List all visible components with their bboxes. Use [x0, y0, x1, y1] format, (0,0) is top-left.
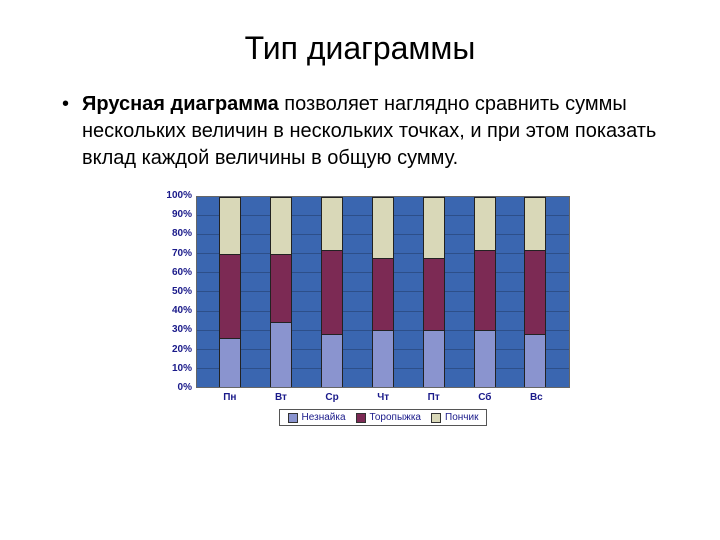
x-label: Пн: [223, 392, 236, 403]
chart-body: 100%90%80%70%60%50%40%30%20%10%0%: [150, 196, 570, 388]
bar-segment: [220, 254, 240, 338]
legend: Незнайка Торопыжка Пончик: [196, 409, 570, 426]
legend-item: Пончик: [431, 412, 478, 423]
bar-segment: [322, 334, 342, 387]
bar-segment: [475, 330, 495, 387]
slide: Тип диаграммы Ярусная диаграмма позволяе…: [0, 0, 720, 540]
x-label: Ср: [325, 392, 338, 403]
bar-segment: [271, 197, 291, 254]
stacked-bar-chart: 100%90%80%70%60%50%40%30%20%10%0% Пн Вт Ср…: [150, 196, 570, 426]
bar: [474, 197, 496, 387]
bar: [270, 197, 292, 387]
legend-label: Пончик: [445, 412, 478, 423]
bar-segment: [271, 322, 291, 387]
x-label: Сб: [478, 392, 491, 403]
x-label: Пт: [428, 392, 440, 403]
x-label: Вт: [275, 392, 287, 403]
bar-segment: [373, 330, 393, 387]
bullet-bold: Ярусная диаграмма: [82, 93, 279, 115]
bar-segment: [220, 197, 240, 254]
bar-segment: [373, 258, 393, 330]
y-axis: 100%90%80%70%60%50%40%30%20%10%0%: [150, 196, 196, 388]
x-labels: Пн Вт Ср Чт Пт Сб Вс: [196, 388, 570, 405]
plot-area: [196, 196, 570, 388]
legend-item: Незнайка: [288, 412, 346, 423]
bar-segment: [271, 254, 291, 322]
legend-swatch: [356, 413, 366, 423]
bullet-block: Ярусная диаграмма позволяет наглядно сра…: [60, 91, 660, 172]
bar: [372, 197, 394, 387]
legend-swatch: [431, 413, 441, 423]
bar-segment: [424, 258, 444, 330]
bar: [524, 197, 546, 387]
bar: [321, 197, 343, 387]
legend-item: Торопыжка: [356, 412, 421, 423]
x-label: Вс: [530, 392, 543, 403]
x-label: Чт: [377, 392, 389, 403]
bar-segment: [424, 330, 444, 387]
bar-segment: [475, 250, 495, 330]
bar-segment: [525, 197, 545, 250]
legend-label: Незнайка: [302, 412, 346, 423]
bar-segment: [220, 338, 240, 387]
bullet-text: Ярусная диаграмма позволяет наглядно сра…: [60, 91, 660, 172]
bar-segment: [322, 250, 342, 334]
bars: [197, 197, 569, 387]
page-title: Тип диаграммы: [60, 30, 660, 67]
legend-label: Торопыжка: [370, 412, 421, 423]
bar: [423, 197, 445, 387]
chart-container: 100%90%80%70%60%50%40%30%20%10%0% Пн Вт Ср…: [60, 196, 660, 426]
bar-segment: [525, 250, 545, 334]
legend-inner: Незнайка Торопыжка Пончик: [279, 409, 488, 426]
bar-segment: [322, 197, 342, 250]
legend-swatch: [288, 413, 298, 423]
bar-segment: [525, 334, 545, 387]
bar-segment: [424, 197, 444, 258]
x-axis: Пн Вт Ср Чт Пт Сб Вс: [196, 388, 570, 405]
bar-segment: [475, 197, 495, 250]
bar-segment: [373, 197, 393, 258]
bar: [219, 197, 241, 387]
